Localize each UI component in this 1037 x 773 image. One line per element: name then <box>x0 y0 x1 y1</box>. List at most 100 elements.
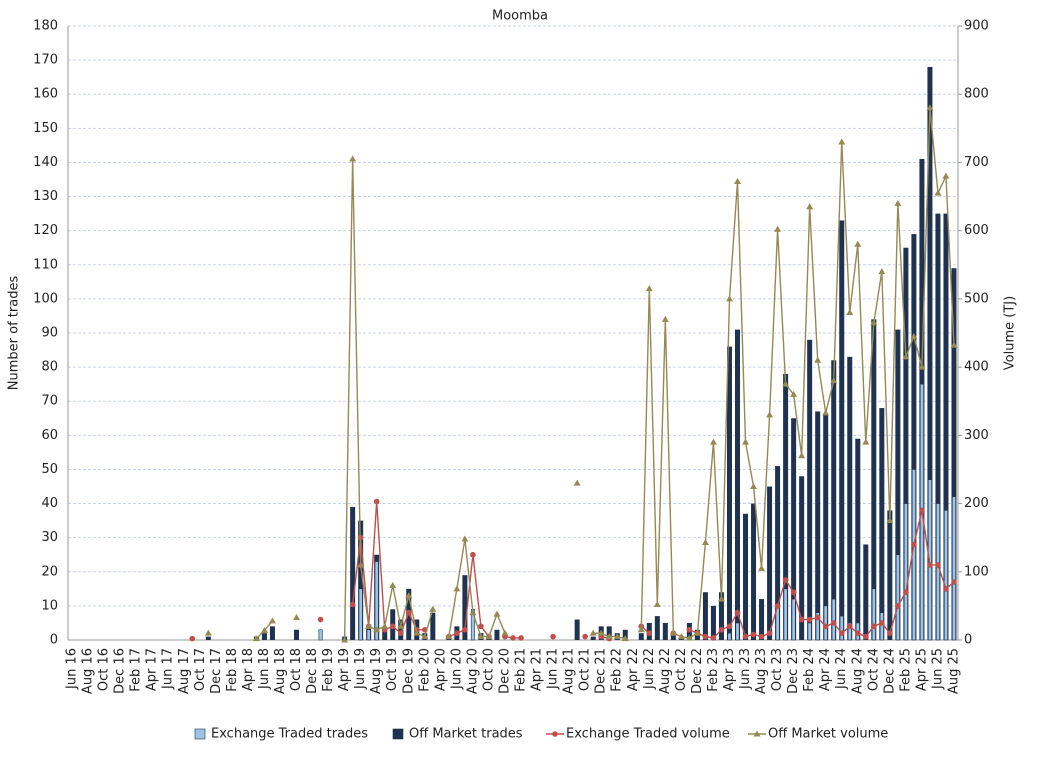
bar <box>943 510 948 641</box>
marker <box>445 633 453 640</box>
marker <box>782 577 789 583</box>
marker <box>766 411 774 418</box>
bar <box>903 247 909 640</box>
y-tick-label: 130 <box>33 189 58 204</box>
bar <box>318 629 323 641</box>
x-tick-label: Jun 16 <box>65 648 80 690</box>
y2-tick-label: 300 <box>964 428 989 443</box>
bar <box>903 503 908 641</box>
bar <box>855 438 861 640</box>
bar <box>494 629 500 640</box>
y-tick-label: 110 <box>33 257 58 272</box>
marker <box>477 633 485 640</box>
marker <box>621 635 629 642</box>
marker <box>405 609 412 616</box>
bar <box>879 612 884 641</box>
y2-tick-label: 100 <box>964 564 989 579</box>
x-tick-label: Apr 23 <box>722 648 737 691</box>
marker <box>830 620 837 626</box>
y-tick-label: 100 <box>33 291 58 306</box>
y-tick-label: 20 <box>41 564 58 579</box>
marker <box>806 203 814 210</box>
x-tick-label: Apr 22 <box>626 648 641 691</box>
y-tick-label: 120 <box>33 223 58 238</box>
y-tick-label: 80 <box>41 360 58 375</box>
y-tick-label: 160 <box>33 87 58 102</box>
x-tick-label: Aug 23 <box>754 648 769 694</box>
bar <box>261 633 267 640</box>
y-axis-label: Number of trades <box>7 276 22 391</box>
marker <box>421 633 429 640</box>
marker <box>862 633 869 640</box>
bar <box>807 622 812 641</box>
bar <box>831 598 836 641</box>
legend-swatch <box>392 728 404 740</box>
x-tick-label: Oct 19 <box>385 648 400 691</box>
x-tick-label: Dec 20 <box>497 648 512 694</box>
x-tick-label: Oct 22 <box>674 648 689 691</box>
x-tick-label: Dec 21 <box>594 648 609 694</box>
marker <box>742 438 750 445</box>
bar <box>895 329 901 640</box>
bar <box>767 486 773 640</box>
marker <box>493 610 501 617</box>
marker <box>677 633 685 640</box>
x-tick-label: Aug 16 <box>81 648 96 694</box>
marker <box>469 609 477 616</box>
x-tick-label: Apr 18 <box>241 648 256 691</box>
bar <box>430 612 436 640</box>
x-tick-label: Apr 20 <box>433 648 448 691</box>
bar <box>927 479 932 641</box>
bar <box>823 414 829 640</box>
marker <box>510 635 516 641</box>
marker <box>518 635 524 641</box>
bar <box>350 506 356 640</box>
x-tick-label: Oct 23 <box>770 648 785 691</box>
bar <box>205 636 211 640</box>
bar <box>718 592 724 640</box>
x-tick-label: Feb 21 <box>514 648 529 692</box>
marker <box>461 535 469 542</box>
x-tick-label: Jun 20 <box>449 648 464 690</box>
x-tick-label: Aug 25 <box>946 648 961 694</box>
x-tick-label: Aug 17 <box>177 648 192 694</box>
marker <box>702 633 709 640</box>
marker <box>758 564 766 571</box>
x-tick-label: Feb 18 <box>225 648 240 692</box>
bar <box>358 520 364 640</box>
marker <box>717 595 725 602</box>
legend-label: Exchange Traded trades <box>211 727 368 742</box>
y-tick-label: 40 <box>41 496 58 511</box>
marker <box>637 626 645 633</box>
marker <box>646 630 653 636</box>
y2-tick-label: 900 <box>964 19 989 34</box>
x-tick-label: Oct 17 <box>193 648 208 691</box>
marker <box>854 240 862 247</box>
legend-label: Exchange Traded volume <box>566 727 730 742</box>
x-tick-label: Apr 25 <box>914 648 929 691</box>
bar <box>382 629 388 640</box>
y2-tick-label: 700 <box>964 155 989 170</box>
x-tick-label: Dec 19 <box>401 648 416 694</box>
marker <box>653 601 661 608</box>
marker <box>365 622 373 629</box>
bar <box>670 633 676 640</box>
bar <box>783 588 788 641</box>
bar <box>759 599 765 640</box>
marker <box>589 629 597 636</box>
bar <box>831 360 837 640</box>
marker <box>798 452 806 459</box>
marker <box>870 319 878 326</box>
y2-tick-label: 500 <box>964 291 989 306</box>
marker <box>389 581 397 588</box>
x-tick-label: Aug 20 <box>465 648 480 694</box>
bar <box>799 476 805 640</box>
marker <box>485 633 493 640</box>
marker <box>349 601 356 608</box>
y-tick-label: 50 <box>41 462 58 477</box>
bar <box>839 220 845 640</box>
marker <box>934 189 942 196</box>
marker <box>774 225 782 232</box>
marker <box>204 629 212 636</box>
marker <box>397 622 405 629</box>
